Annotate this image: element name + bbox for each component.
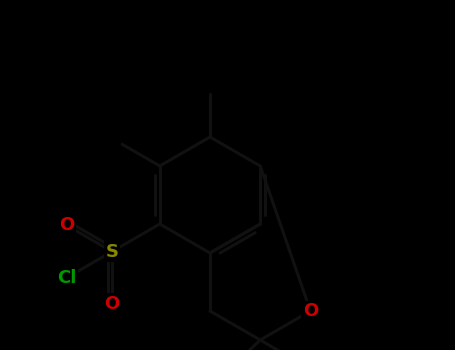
Text: O: O [303, 302, 318, 320]
Text: Cl: Cl [57, 269, 76, 287]
Text: O: O [59, 216, 75, 235]
Text: S: S [106, 243, 119, 260]
Text: O: O [105, 295, 120, 313]
